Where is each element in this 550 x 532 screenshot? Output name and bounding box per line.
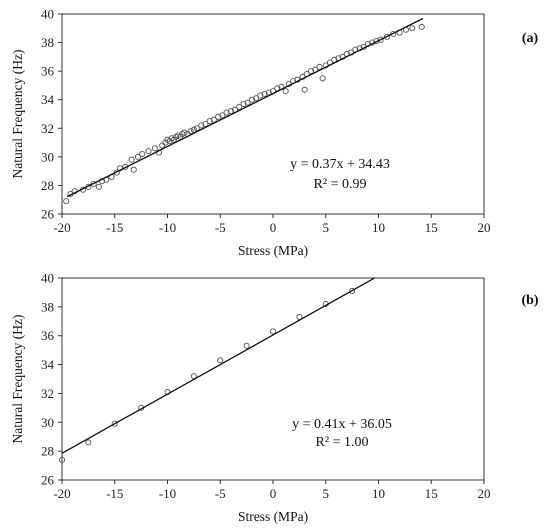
panel-b-x-tick-label: 20 [478,486,491,501]
panel-a-x-tick-label: -5 [215,220,226,235]
panel-a-data-point [198,122,205,129]
panel-a-regression-equation: y = 0.37x + 34.43 [290,157,390,172]
panel-b-trend-line [61,277,375,454]
panel-a-data-point [134,153,142,160]
panel-a-data-point [253,95,260,102]
panel-a-data-point [383,33,390,40]
panel-a-data-point [227,108,234,115]
panel-b-plot-frame [61,277,485,481]
panel-a-data-point [95,183,102,190]
panel-a-y-tick-label: 40 [41,7,54,22]
panel-a-y-tick-label: 36 [41,64,55,79]
panel-a-data-point [244,99,251,106]
panel-a-data-point [261,90,268,98]
panel-b-label: (b) [521,293,538,308]
panel-a-data-point [319,75,326,82]
panel-a-data-point [128,156,135,163]
panel-a-data-point [190,126,197,133]
panel-a-x-axis-title: Stress (MPa) [238,243,308,258]
panel-a-data-point [159,142,166,149]
panel-a-x-tick-label: 15 [425,220,438,235]
panel-a-r-squared: R² = 0.99 [314,177,367,192]
panel-a-x-tick-label: -20 [53,220,70,235]
panel-b-y-tick-label: 36 [41,328,55,343]
panel-b-x-tick-label: 10 [372,486,385,501]
panel-a-data-point [145,148,152,155]
panel-a-data-point [206,118,213,125]
panel-a-y-axis-title: Natural Frequency (Hz) [10,50,25,179]
panel-a-data-point [301,86,308,93]
panel-a-data-point [248,96,255,103]
panel-b-x-tick-label: 5 [323,486,330,501]
panel-b-y-tick-label: 28 [41,444,54,459]
panel-b-x-tick-label: 0 [270,486,277,501]
panel-b-y-axis-title: Natural Frequency (Hz) [10,315,25,444]
panel-a-data-point [307,68,315,75]
panel-a-data-point [418,23,425,30]
panel-a-data-point [210,116,217,123]
panel-a-y-tick-label: 28 [41,178,54,193]
panel-b-x-axis-title: Stress (MPa) [238,509,308,524]
panel-a-data-point [282,88,289,95]
panel-a-x-tick-label: 10 [372,220,385,235]
panel-a-x-tick-label: -15 [106,220,123,235]
panel-a-data-point [90,180,97,188]
panel-b-data-point [269,328,277,335]
panel-b-data-point [349,287,356,295]
panel-a-data-point [187,128,194,135]
panel-a-y-tick-label: 32 [41,121,54,136]
panel-a-plot-frame [61,13,485,215]
panel-b-y-tick-label: 30 [41,415,54,430]
panel-a-data-point [130,166,137,173]
panel-a-x-tick-label: 20 [478,220,491,235]
panel-a-data-point [202,120,209,128]
panel-b-x-tick-label: -15 [106,486,123,501]
panel-a-y-tick-label: 26 [41,207,55,222]
panel-a-label: (a) [522,31,539,46]
panel-b-y-tick-label: 34 [41,357,55,372]
panel-a-data-point [240,100,247,108]
panel-a-data-point [181,129,188,136]
panel-b-x-tick-label: -10 [159,486,176,501]
panel-a-x-tick-label: -10 [159,220,176,235]
panel-a-data-point [316,63,323,70]
panel-b-data-point [111,420,118,427]
panel-a-y-tick-label: 30 [41,149,54,164]
panel-a-data-point [223,109,230,116]
panel-a-data-point [236,103,243,110]
panel-b-data-point [58,456,66,463]
panel-a-y-tick-label: 38 [41,35,54,50]
panel-b-x-tick-label: -20 [53,486,70,501]
panel-a-trend-line [66,17,424,198]
panel-a-data-point [151,145,158,152]
panel-a-data-point [63,198,70,205]
panel-b-data-point [85,439,92,446]
panel-b-r-squared: R² = 1.00 [316,435,369,450]
panel-b-y-tick-label: 40 [41,271,54,286]
panel-b-data-point [243,342,250,349]
panel-a-data-point [377,36,384,43]
panel-b-y-tick-label: 38 [41,299,54,314]
panel-b-data-point [217,357,224,364]
panel-b-regression-equation: y = 0.41x + 36.05 [292,417,392,432]
panel-b-y-tick-label: 32 [41,386,54,401]
panel-b-x-tick-label: 15 [425,486,438,501]
panel-a-data-point [215,113,222,120]
panel-a-data-point [219,112,226,119]
panel-a-data-point [139,150,146,158]
panel-a-data-point [257,92,264,99]
panel-a-data-point [409,25,416,32]
panel-a-data-point [193,125,201,132]
panel-b-y-tick-label: 26 [41,473,55,488]
panel-a-y-tick-label: 34 [41,92,55,107]
panel-b-x-tick-label: -5 [215,486,226,501]
panel-a-x-tick-label: 0 [270,220,277,235]
panel-a-x-tick-label: 5 [323,220,330,235]
